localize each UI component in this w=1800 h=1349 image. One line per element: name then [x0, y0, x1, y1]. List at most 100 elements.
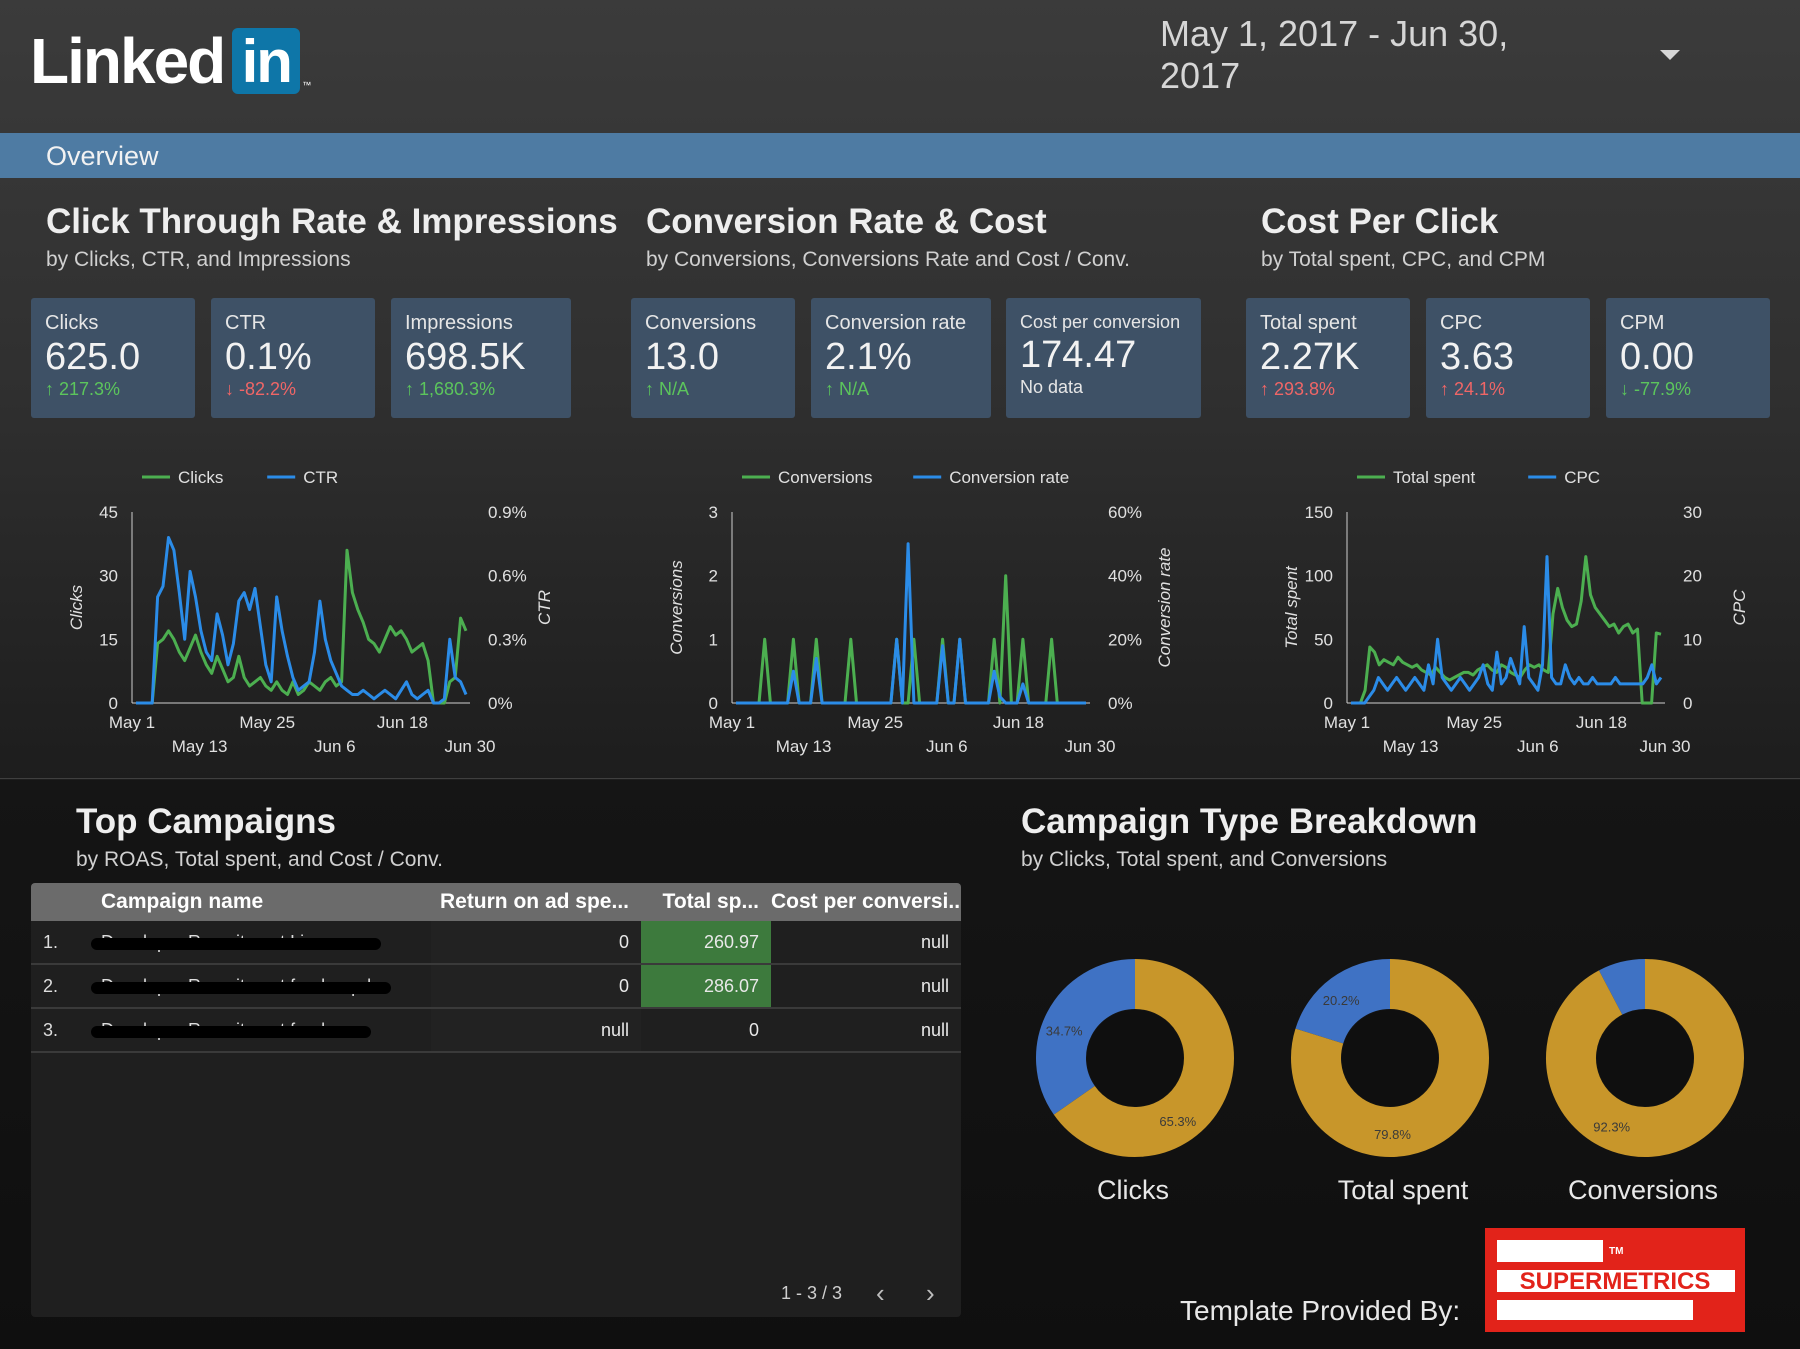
redaction-mark: [91, 1026, 371, 1038]
chevron-right-icon[interactable]: ›: [926, 1278, 935, 1308]
kpi-value: 3.63: [1440, 336, 1514, 378]
series-line-ctr: [136, 536, 468, 705]
x-tick-label: Jun 6: [1517, 737, 1559, 756]
arrow-down-icon: ↓: [1620, 379, 1629, 399]
y-tick-label: 1: [709, 630, 718, 649]
section-divider: [0, 778, 1800, 779]
total-spent-cell: 286.07: [641, 965, 771, 1007]
y-axis-title: Clicks: [67, 584, 86, 630]
conversions-chart: Conversions Conversion rate 0 1 2 3 0% 20% 40% 60…: [640, 460, 1200, 765]
y2-tick-label: 60%: [1108, 503, 1142, 522]
arrow-up-icon: ↑: [45, 379, 54, 399]
row-index: 3.: [43, 1019, 59, 1040]
clicks-ctr-chart: Clicks CTR 0 15 30 45 0% 0.3% 0.6% 0.9% Clicks CTR M…: [40, 460, 580, 765]
ctr-section-title: Click Through Rate & Impressions: [46, 202, 618, 241]
roas-cell: 0: [431, 965, 641, 1007]
x-tick-label: May 1: [109, 713, 155, 732]
donut-slice-label: 20.2%: [1323, 993, 1360, 1008]
overview-bar: Overview: [0, 133, 1800, 178]
x-tick-label: Jun 30: [1639, 737, 1690, 756]
series-line-cpc: [1351, 555, 1663, 705]
date-range-picker[interactable]: May 1, 2017 - Jun 30, 2017: [1160, 13, 1680, 96]
y2-tick-label: 0: [1683, 694, 1692, 713]
total-spent-cpc-chart: Total spent CPC 0 50 100 150 0 10 20 30 Total spen…: [1255, 460, 1775, 765]
conv-section-title: Conversion Rate & Cost: [646, 202, 1047, 241]
donut-hole: [1087, 1010, 1183, 1106]
series-line-conversion-rate: [736, 542, 1086, 705]
campaigns-section-subtitle: by ROAS, Total spent, and Cost / Conv.: [76, 848, 443, 871]
supermetrics-logo-art: SUPERMETRICS TM: [1497, 1240, 1735, 1320]
x-tick-label: May 25: [239, 713, 295, 732]
y2-tick-label: 0%: [1108, 694, 1133, 713]
y2-tick-label: 40%: [1108, 567, 1142, 586]
kpi-value: 625.0: [45, 336, 141, 378]
roas-cell: 0: [431, 921, 641, 963]
series-line-total-spent: [1351, 555, 1662, 705]
donut-slice-label: 79.8%: [1374, 1127, 1411, 1142]
y2-tick-label: 0%: [488, 694, 513, 713]
y2-tick-label: 20: [1683, 567, 1702, 586]
breakdown-section-title: Campaign Type Breakdown: [1021, 802, 1478, 841]
kpi-label: Conversions: [645, 312, 757, 334]
chevron-down-icon[interactable]: [1660, 50, 1680, 60]
x-tick-label: May 25: [847, 713, 903, 732]
kpi-card-cost-per-conversion: Cost per conversion 174.47 No data: [1006, 298, 1201, 418]
table-row[interactable]: 1. Developer Recruitment Li... 0 260.97 …: [31, 921, 961, 965]
y-tick-label: 2: [709, 567, 718, 586]
campaigns-table: Campaign name Return on ad spe... Total …: [31, 883, 961, 1317]
legend-entry: Total spent: [1393, 468, 1475, 487]
donut-slice: [1546, 959, 1744, 1157]
cost-per-conversion-cell: null: [920, 931, 949, 952]
y2-tick-label: 0.9%: [488, 503, 527, 522]
cpc-section-subtitle: by Total spent, CPC, and CPM: [1261, 248, 1546, 271]
chart-legend: Total spent CPC: [1357, 468, 1600, 487]
redaction-mark: [91, 938, 381, 950]
table-header: Campaign name Return on ad spe... Total …: [31, 883, 961, 921]
col-header-campaign-name[interactable]: Campaign name: [101, 890, 264, 913]
row-index: 2.: [43, 975, 59, 996]
x-tick-label: Jun 30: [444, 737, 495, 756]
table-row[interactable]: 2. Developer Recruitment feed - upd... 0…: [31, 965, 961, 1009]
legend-entry: CPC: [1564, 468, 1600, 487]
pagination-text: 1 - 3 / 3: [781, 1283, 843, 1303]
kpi-card-cpm: CPM 0.00 ↓ -77.9%: [1606, 298, 1770, 418]
donut-slice-label: 34.7%: [1046, 1023, 1083, 1038]
col-header-cost-per-conversion[interactable]: Cost per conversi...: [771, 890, 961, 913]
y-tick-label: 45: [99, 503, 118, 522]
chart-legend: Conversions Conversion rate: [742, 468, 1069, 487]
kpi-value: 2.27K: [1260, 336, 1360, 378]
y-axis-title: Total spent: [1282, 565, 1301, 649]
y-tick-label: 100: [1305, 567, 1333, 586]
kpi-label: CPC: [1440, 312, 1483, 334]
kpi-delta: ↑ 217.3%: [45, 379, 121, 399]
arrow-up-icon: ↑: [645, 379, 654, 399]
legend-entry: Conversion rate: [949, 468, 1069, 487]
col-header-roas[interactable]: Return on ad spe...: [439, 890, 629, 913]
x-tick-label: May 1: [1324, 713, 1370, 732]
y-tick-label: 3: [709, 503, 718, 522]
ctr-section-subtitle: by Clicks, CTR, and Impressions: [46, 248, 351, 271]
roas-cell: null: [431, 1009, 641, 1051]
kpi-card-ctr: CTR 0.1% ↓ -82.2%: [211, 298, 375, 418]
legend-entry: CTR: [303, 468, 338, 487]
x-tick-label: May 1: [709, 713, 755, 732]
arrow-up-icon: ↑: [825, 379, 834, 399]
logo-word: Linked: [30, 25, 226, 97]
kpi-label: Cost per conversion: [1020, 312, 1181, 332]
chevron-left-icon[interactable]: ‹: [876, 1278, 885, 1308]
kpi-label: CTR: [225, 312, 267, 334]
cpc-section-title: Cost Per Click: [1261, 202, 1499, 241]
table-row[interactable]: 3. Developer Recruitment feed null 0 nul…: [31, 1009, 961, 1053]
line-chart-svg: Clicks CTR 0 15 30 45 0% 0.3% 0.6% 0.9% Clicks CTR M…: [67, 468, 554, 756]
col-header-total-spent[interactable]: Total sp...: [662, 890, 759, 913]
kpi-value: 0.00: [1620, 336, 1694, 378]
series-line-clicks: [136, 548, 468, 705]
conv-section-subtitle: by Conversions, Conversions Rate and Cos…: [646, 248, 1131, 271]
x-tick-label: Jun 18: [1576, 713, 1627, 732]
kpi-value: 13.0: [645, 336, 719, 378]
chart-legend: Clicks CTR: [142, 468, 338, 487]
x-tick-label: Jun 6: [314, 737, 356, 756]
campaign-name: Developer Recruitment feed - upd...: [71, 965, 431, 1007]
donut-slice: [1295, 959, 1392, 1045]
arrow-up-icon: ↑: [1440, 379, 1449, 399]
